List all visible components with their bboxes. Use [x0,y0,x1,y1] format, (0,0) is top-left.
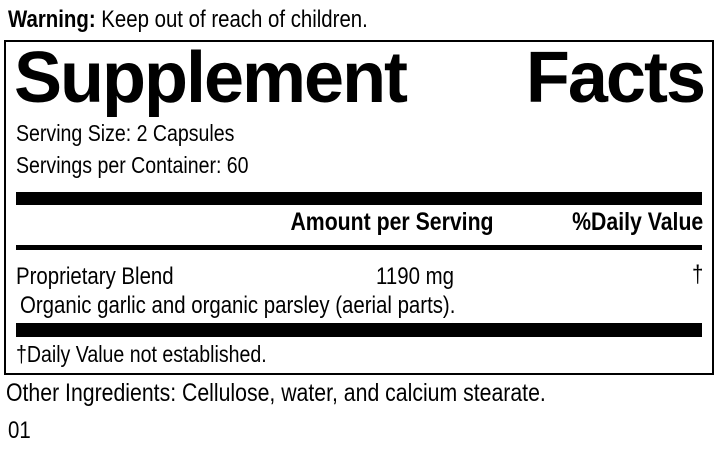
medium-divider-under-headers [16,245,702,250]
warning-label: Warning: [8,6,96,33]
column-header-amount-per-serving: Amount per Serving [290,208,494,236]
panel-title: Supplement Facts [14,38,706,118]
warning-line: Warning: Keep out of reach of children. [8,6,431,34]
ingredient-row-amount: 1190 mg [376,263,454,290]
thick-divider-top [16,192,702,205]
serving-size-line: Serving Size: 2 Capsules [16,120,235,146]
servings-per-container-line: Servings per Container: 60 [16,152,249,178]
dagger-symbol: † [691,261,703,288]
panel-title-word-facts: Facts [525,38,706,118]
lot-code: 01 [8,417,31,444]
supplement-facts-panel: Supplement Facts Serving Size: 2 Capsule… [4,40,714,375]
other-ingredients-line: Other Ingredients: Cellulose, water, and… [6,379,546,407]
panel-title-word-supplement: Supplement [14,38,408,118]
daily-value-footnote: †Daily Value not established. [16,341,267,367]
thick-divider-bottom [16,323,702,337]
ingredient-row-description: Organic garlic and organic parsley (aeri… [20,292,456,319]
column-header-daily-value: %Daily Value [571,208,703,236]
ingredient-row-name: Proprietary Blend [16,263,174,290]
warning-text: Keep out of reach of children. [101,6,368,33]
